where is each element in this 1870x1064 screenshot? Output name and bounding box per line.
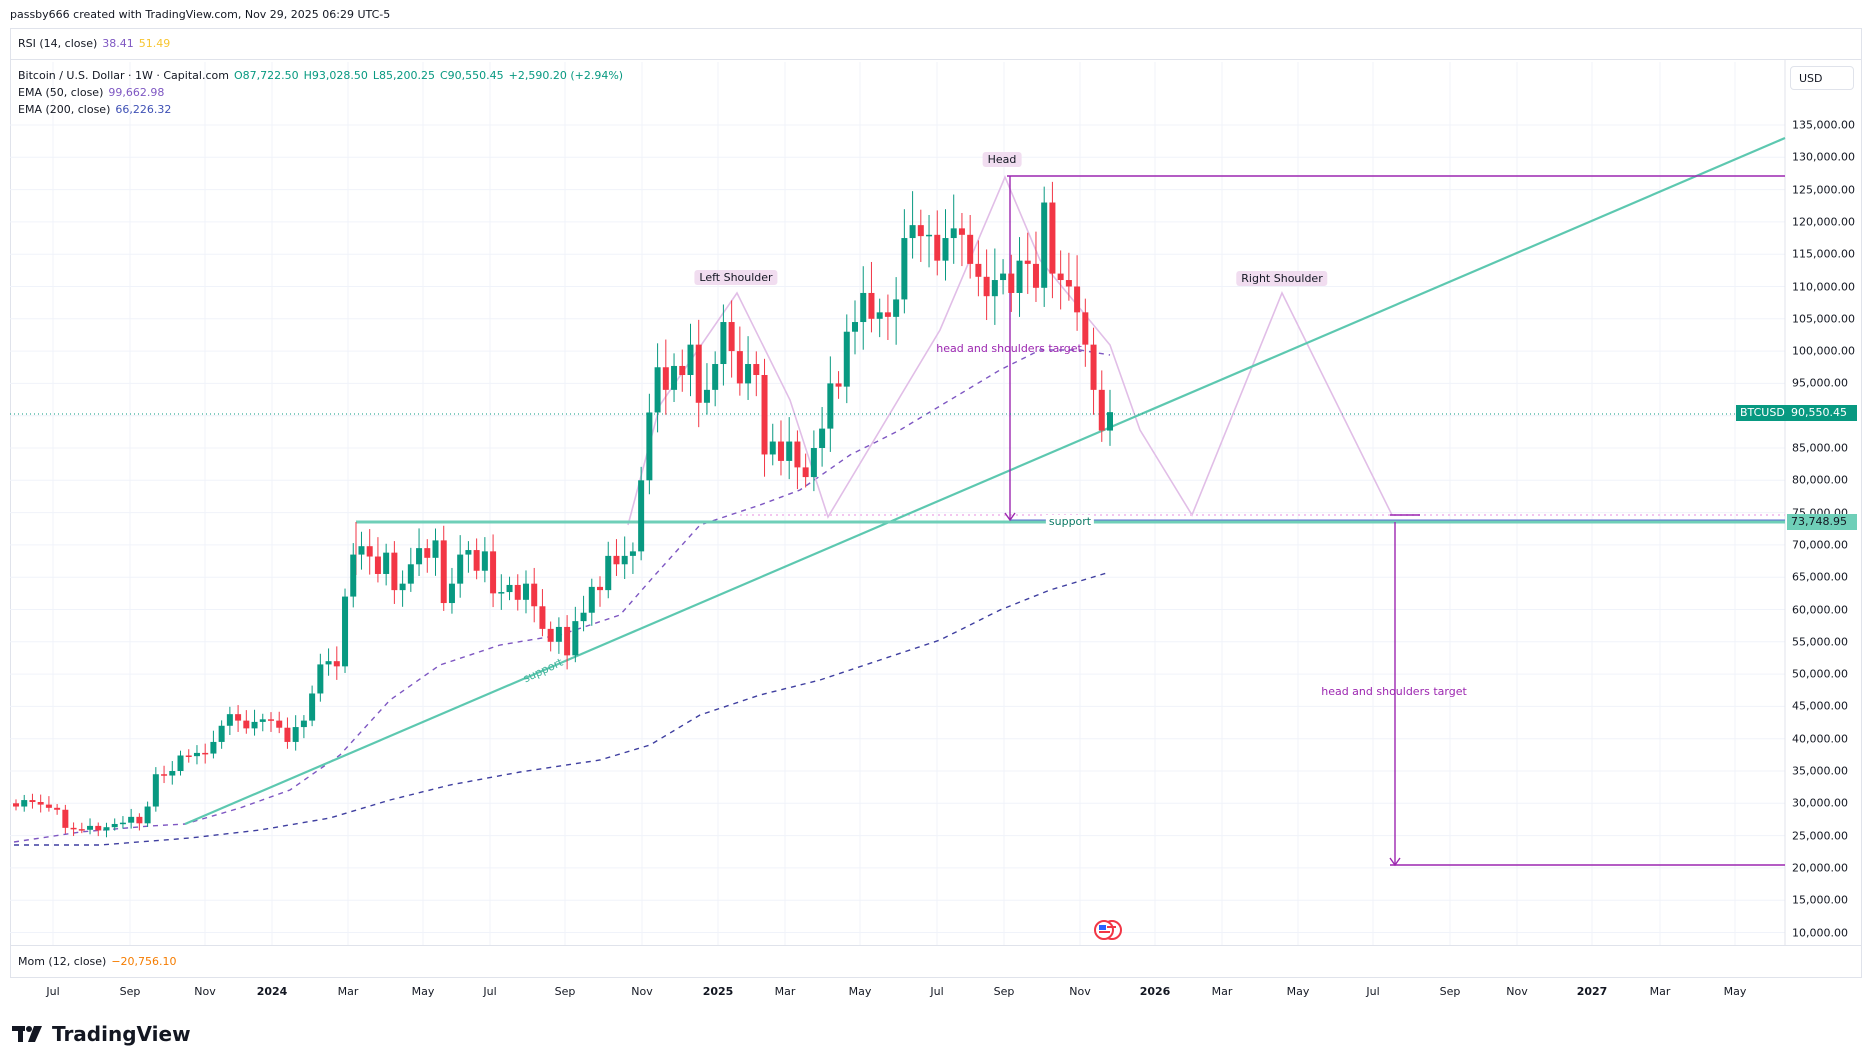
rsi-label: RSI (14, close)	[18, 37, 98, 50]
time-axis-label: 2025	[702, 985, 734, 998]
price-axis-label: 95,000.00	[1792, 376, 1848, 390]
price-axis-label: 80,000.00	[1792, 473, 1848, 487]
time-axis-label: Mar	[774, 985, 796, 998]
rsi-value: 38.41	[102, 37, 134, 50]
price-axis-label: 35,000.00	[1792, 764, 1848, 778]
ohlc-low: L85,200.25	[372, 69, 435, 82]
price-axis-label: 110,000.00	[1792, 280, 1855, 293]
time-axis-label: 2027	[1576, 985, 1608, 998]
symbol-tag: BTCUSD	[1736, 405, 1789, 421]
chart-credit: passby666 created with TradingView.com, …	[10, 8, 391, 21]
price-axis-label: 65,000.00	[1792, 570, 1848, 584]
time-axis-label: May	[848, 985, 872, 998]
time-axis-label: 2026	[1139, 985, 1171, 998]
ohlc-high: H93,028.50	[303, 69, 368, 82]
price-axis-label: 130,000.00	[1792, 150, 1855, 164]
time-axis-label: Nov	[1069, 985, 1091, 998]
us-flag-event-icon[interactable]	[1094, 919, 1122, 941]
ema200-label: EMA (200, close)	[18, 103, 111, 116]
time-axis-label: Jul	[930, 985, 944, 998]
ohlc-close: C90,550.45	[439, 69, 504, 82]
price-axis-label: 135,000.00	[1792, 118, 1855, 132]
time-axis[interactable]: Jul Sep Nov 2024 Mar May Jul Sep Nov 2025 Mar May Ju…	[10, 977, 1862, 1005]
time-axis-label: Jul	[46, 985, 60, 998]
ema200-legend[interactable]: EMA (200, close) 66,226.32	[18, 103, 176, 116]
tradingview-brand: TradingView	[52, 1022, 191, 1046]
time-axis-label: 2024	[256, 985, 288, 998]
price-axis-label: 55,000.00	[1792, 635, 1848, 649]
symbol-legend[interactable]: Bitcoin / U.S. Dollar · 1W · Capital.com…	[18, 69, 628, 82]
time-axis-label: May	[1723, 985, 1747, 998]
price-axis-label: 85,000.00	[1792, 441, 1848, 455]
time-axis-label: Jul	[483, 985, 497, 998]
ema200-value: 66,226.32	[115, 103, 172, 116]
price-axis-label: 115,000.00	[1792, 247, 1855, 261]
ema50-value: 99,662.98	[108, 86, 165, 99]
time-axis-label: Sep	[993, 985, 1015, 998]
support-label-horizontal[interactable]: support	[1045, 515, 1095, 528]
time-axis-label: Nov	[194, 985, 216, 998]
time-axis-label: Sep	[1439, 985, 1461, 998]
mom-label: Mom (12, close)	[18, 955, 107, 968]
symbol-title: Bitcoin / U.S. Dollar · 1W · Capital.com	[18, 69, 229, 82]
price-axis-label: 50,000.00	[1792, 667, 1848, 681]
price-axis-label: 70,000.00	[1792, 538, 1848, 552]
price-axis-label: 10,000.00	[1792, 926, 1848, 939]
time-axis-label: May	[411, 985, 435, 998]
target-label-lower[interactable]: head and shoulders target	[1321, 685, 1467, 698]
candles	[13, 181, 1113, 838]
time-axis-label: Sep	[554, 985, 576, 998]
time-axis-label: Nov	[631, 985, 653, 998]
price-axis-label: 100,000.00	[1792, 344, 1855, 358]
target-label-upper[interactable]: head and shoulders target	[936, 342, 1082, 355]
price-axis-label: 60,000.00	[1792, 603, 1848, 616]
currency-button[interactable]: USD	[1790, 66, 1854, 90]
price-axis-label: 105,000.00	[1792, 312, 1855, 326]
mom-legend[interactable]: Mom (12, close) −20,756.10	[18, 955, 182, 968]
price-axis-label: 40,000.00	[1792, 732, 1848, 746]
right-shoulder-label[interactable]: Right Shoulder	[1236, 271, 1328, 286]
time-axis-label: May	[1286, 985, 1310, 998]
price-axis-label: 20,000.00	[1792, 861, 1848, 875]
tradingview-logo[interactable]: TradingView	[12, 1022, 191, 1046]
ohlc-open: O87,722.50	[233, 69, 299, 82]
time-axis-label: Mar	[337, 985, 359, 998]
support-price-tag: 73,748.95	[1787, 514, 1857, 530]
time-axis-label: Mar	[1211, 985, 1233, 998]
price-axis-label: 25,000.00	[1792, 829, 1848, 843]
ema50-legend[interactable]: EMA (50, close) 99,662.98	[18, 86, 169, 99]
mom-value: −20,756.10	[111, 955, 177, 968]
left-shoulder-label[interactable]: Left Shoulder	[694, 270, 778, 285]
price-axis-label: 125,000.00	[1792, 183, 1855, 197]
time-axis-label: Nov	[1506, 985, 1528, 998]
time-axis-label: Sep	[119, 985, 141, 998]
rsi-ma-value: 51.49	[138, 37, 171, 50]
price-axis-label: 15,000.00	[1792, 893, 1848, 907]
momentum-pane[interactable]: Mom (12, close) −20,756.10	[10, 945, 1862, 977]
price-axis-label: 45,000.00	[1792, 699, 1848, 713]
rsi-pane[interactable]: RSI (14, close) 38.41 51.49	[10, 28, 1862, 60]
tradingview-logo-icon	[12, 1026, 42, 1042]
rsi-legend[interactable]: RSI (14, close) 38.41 51.49	[18, 37, 175, 50]
head-label[interactable]: Head	[982, 152, 1022, 167]
grid-lines	[10, 60, 1786, 945]
ema50-label: EMA (50, close)	[18, 86, 104, 99]
price-axis-label: 120,000.00	[1792, 215, 1855, 229]
drawings	[10, 136, 1786, 867]
time-axis-label: Jul	[1366, 985, 1380, 998]
time-axis-label: Mar	[1649, 985, 1671, 998]
price-axis-label: 30,000.00	[1792, 796, 1848, 810]
ohlc-change: +2,590.20 (+2.94%)	[508, 69, 624, 82]
last-price-tag: 90,550.45	[1787, 405, 1857, 421]
